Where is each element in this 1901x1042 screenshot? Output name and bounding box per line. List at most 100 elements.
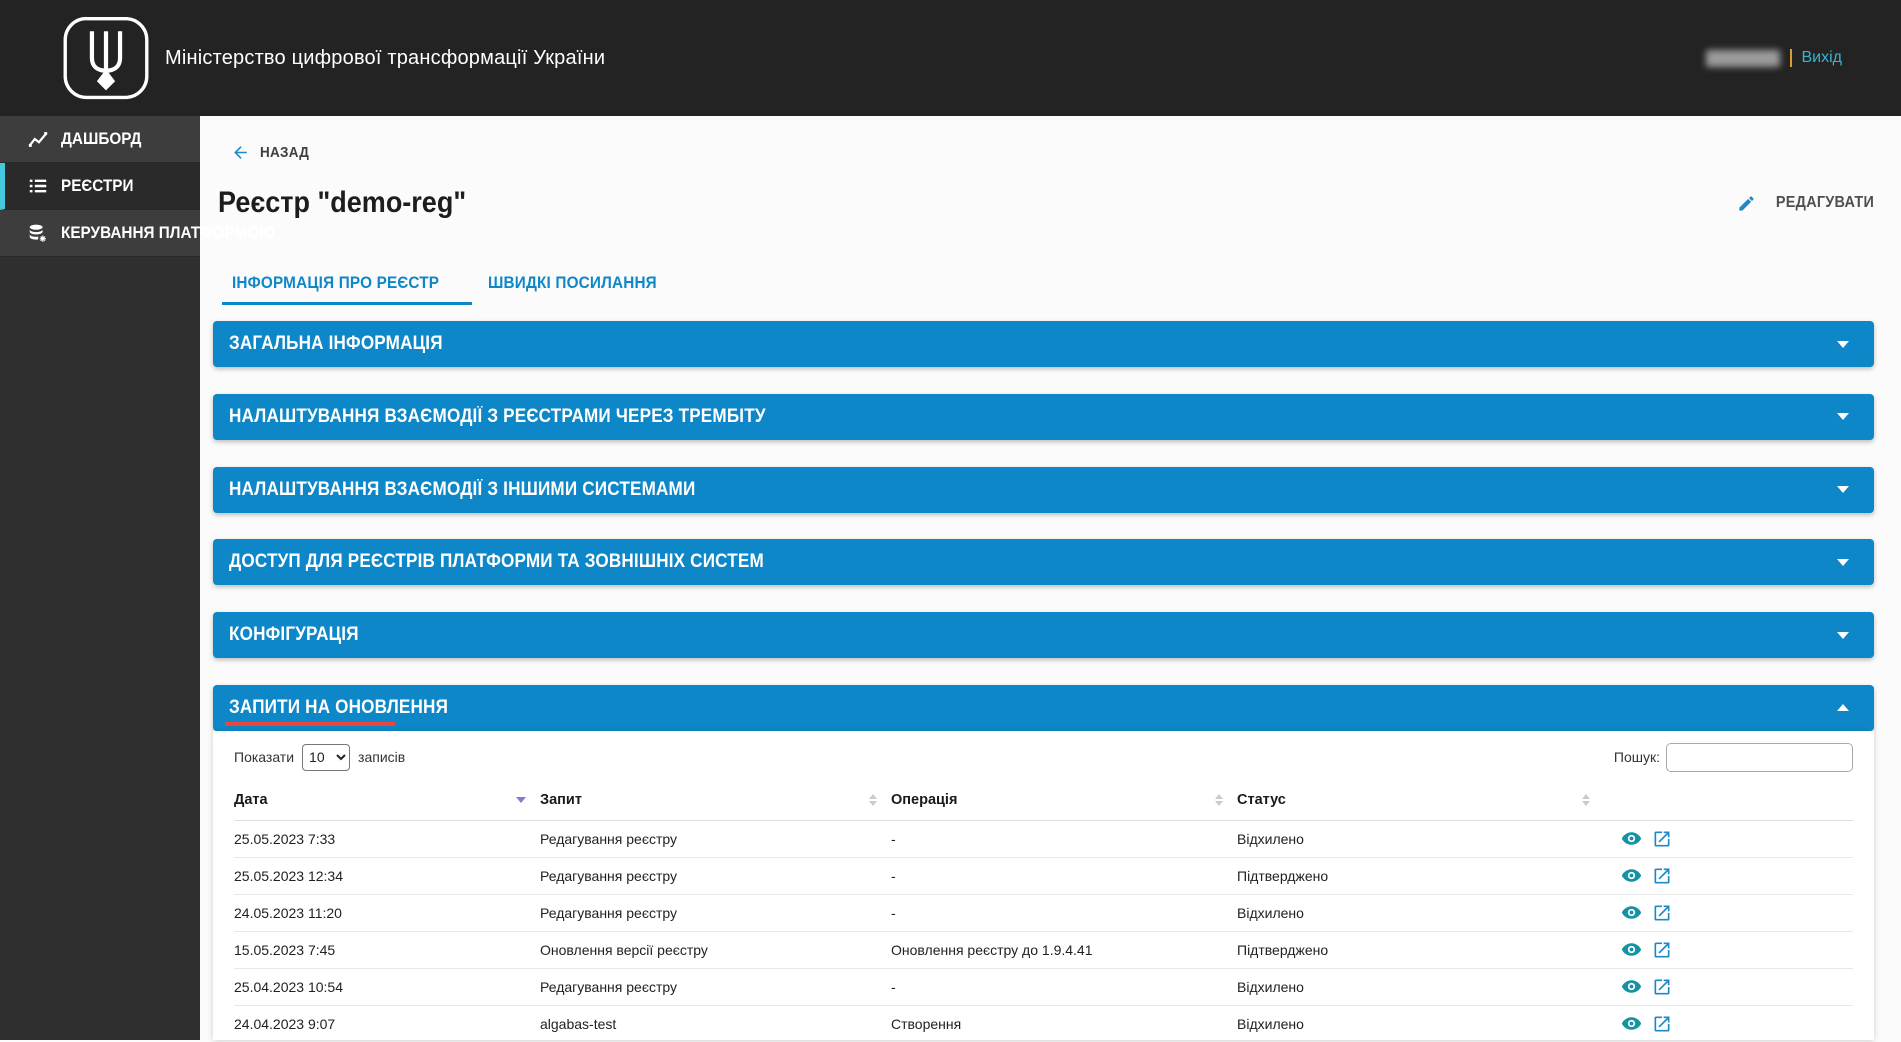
- tabs: ІНФОРМАЦІЯ ПРО РЕЄСТР ШВИДКІ ПОСИЛАННЯ: [222, 273, 692, 305]
- sort-desc-icon: [516, 797, 526, 803]
- cell-request: Редагування реєстру: [540, 820, 891, 857]
- accordion-label: КОНФІГУРАЦІЯ: [229, 624, 1837, 646]
- open-request-button[interactable]: [1651, 976, 1673, 998]
- cell-request: algabas-test: [540, 1005, 891, 1042]
- accordion-stack: ЗАГАЛЬНА ІНФОРМАЦІЯ НАЛАШТУВАННЯ ВЗАЄМОДІ…: [213, 321, 1874, 758]
- open-request-button[interactable]: [1651, 1013, 1673, 1035]
- cell-operation: Створення: [891, 1005, 1237, 1042]
- edit-button[interactable]: РЕДАГУВАТИ: [1737, 194, 1874, 213]
- accordion-label: ДОСТУП ДЛЯ РЕЄСТРІВ ПЛАТФОРМИ ТА ЗОВНІШН…: [229, 551, 1837, 573]
- cell-status: Підтверджено: [1237, 857, 1604, 894]
- search-input[interactable]: [1666, 743, 1853, 772]
- sort-icon: [1582, 794, 1590, 806]
- edit-pencil-icon: [1737, 194, 1756, 213]
- view-button[interactable]: [1620, 976, 1642, 998]
- back-arrow-icon: [231, 143, 250, 162]
- tab-registry-info[interactable]: ІНФОРМАЦІЯ ПРО РЕЄСТР: [222, 273, 472, 305]
- header-separator: [1790, 49, 1792, 67]
- accordion-other-systems[interactable]: НАЛАШТУВАННЯ ВЗАЄМОДІЇ З ІНШИМИ СИСТЕМАМ…: [213, 467, 1874, 513]
- user-name-redacted: [1706, 50, 1780, 67]
- column-header-label: Операція: [891, 792, 957, 808]
- cell-operation: -: [891, 894, 1237, 931]
- accordion-general-info[interactable]: ЗАГАЛЬНА ІНФОРМАЦІЯ: [213, 321, 1874, 367]
- accordion-label: ЗАГАЛЬНА ІНФОРМАЦІЯ: [229, 333, 1837, 355]
- registries-icon: [27, 175, 49, 197]
- cell-operation: -: [891, 857, 1237, 894]
- sidebar-item-dashboard[interactable]: ДАШБОРД: [0, 116, 200, 163]
- cell-status: Відхилено: [1237, 1005, 1604, 1042]
- trident-logo: [61, 12, 151, 104]
- show-label: Показати: [234, 749, 294, 765]
- eye-icon: [1621, 1013, 1642, 1034]
- cell-actions: [1604, 1005, 1853, 1042]
- chevron-down-icon: [1837, 632, 1849, 639]
- view-button[interactable]: [1620, 865, 1642, 887]
- cell-status: Відхилено: [1237, 820, 1604, 857]
- accordion-trembita-registries[interactable]: НАЛАШТУВАННЯ ВЗАЄМОДІЇ З РЕЄСТРАМИ ЧЕРЕЗ…: [213, 394, 1874, 440]
- column-header-status[interactable]: Статус: [1237, 786, 1604, 821]
- accordion-label: НАЛАШТУВАННЯ ВЗАЄМОДІЇ З ІНШИМИ СИСТЕМАМ…: [229, 479, 1837, 501]
- page-size-select[interactable]: 10: [302, 744, 350, 771]
- sort-icon: [869, 794, 877, 806]
- open-in-new-icon: [1652, 977, 1672, 997]
- column-header-request[interactable]: Запит: [540, 786, 891, 821]
- column-header-date[interactable]: Дата: [234, 786, 540, 821]
- cell-actions: [1604, 857, 1853, 894]
- open-request-button[interactable]: [1651, 828, 1673, 850]
- accordion-access-external[interactable]: ДОСТУП ДЛЯ РЕЄСТРІВ ПЛАТФОРМИ ТА ЗОВНІШН…: [213, 539, 1874, 585]
- back-link[interactable]: НАЗАД: [231, 143, 315, 162]
- cell-actions: [1604, 820, 1853, 857]
- cell-status: Відхилено: [1237, 968, 1604, 1005]
- search-label: Пошук:: [1614, 749, 1660, 765]
- open-request-button[interactable]: [1651, 939, 1673, 961]
- view-button[interactable]: [1620, 1013, 1642, 1035]
- eye-icon: [1621, 902, 1642, 923]
- records-label: записів: [358, 749, 405, 765]
- logout-link[interactable]: Вихід: [1802, 49, 1843, 67]
- sidebar-item-registries[interactable]: РЕЄСТРИ: [0, 163, 200, 210]
- cell-status: Підтверджено: [1237, 931, 1604, 968]
- open-in-new-icon: [1652, 903, 1672, 923]
- dashboard-icon: [27, 128, 49, 150]
- sidebar-item-platform-management[interactable]: КЕРУВАННЯ ПЛАТФОРМОЮ: [0, 210, 200, 257]
- open-in-new-icon: [1652, 829, 1672, 849]
- chevron-up-icon: [1837, 704, 1849, 711]
- view-button[interactable]: [1620, 828, 1642, 850]
- cell-date: 25.04.2023 10:54: [234, 968, 540, 1005]
- page-title: Реєстр "demo-reg": [218, 186, 494, 220]
- cell-operation: Оновлення реєстру до 1.9.4.41: [891, 931, 1237, 968]
- sidebar-item-label: КЕРУВАННЯ ПЛАТФОРМОЮ: [61, 222, 169, 243]
- chevron-down-icon: [1837, 559, 1849, 566]
- column-header-label: Статус: [1237, 792, 1286, 808]
- eye-icon: [1621, 939, 1642, 960]
- cell-actions: [1604, 931, 1853, 968]
- tab-label: ІНФОРМАЦІЯ ПРО РЕЄСТР: [232, 273, 439, 293]
- accordion-configuration[interactable]: КОНФІГУРАЦІЯ: [213, 612, 1874, 658]
- platform-icon: [27, 222, 49, 244]
- open-request-button[interactable]: [1651, 865, 1673, 887]
- open-request-button[interactable]: [1651, 902, 1673, 924]
- top-header: Міністерство цифрової трансформації Укра…: [0, 0, 1901, 116]
- cell-date: 25.05.2023 12:34: [234, 857, 540, 894]
- chevron-down-icon: [1837, 413, 1849, 420]
- chevron-down-icon: [1837, 341, 1849, 348]
- tab-quick-links[interactable]: ШВИДКІ ПОСИЛАННЯ: [478, 273, 686, 305]
- cell-operation: -: [891, 820, 1237, 857]
- view-button[interactable]: [1620, 939, 1642, 961]
- column-header-operation[interactable]: Операція: [891, 786, 1237, 821]
- sort-icon: [1215, 794, 1223, 806]
- column-header-label: Запит: [540, 792, 582, 808]
- accordion-update-requests[interactable]: ЗАПИТИ НА ОНОВЛЕННЯ: [213, 685, 1874, 731]
- sidebar-item-label: ДАШБОРД: [61, 128, 141, 149]
- red-underline-annotation: [225, 722, 395, 726]
- view-button[interactable]: [1620, 902, 1642, 924]
- cell-date: 25.05.2023 7:33: [234, 820, 540, 857]
